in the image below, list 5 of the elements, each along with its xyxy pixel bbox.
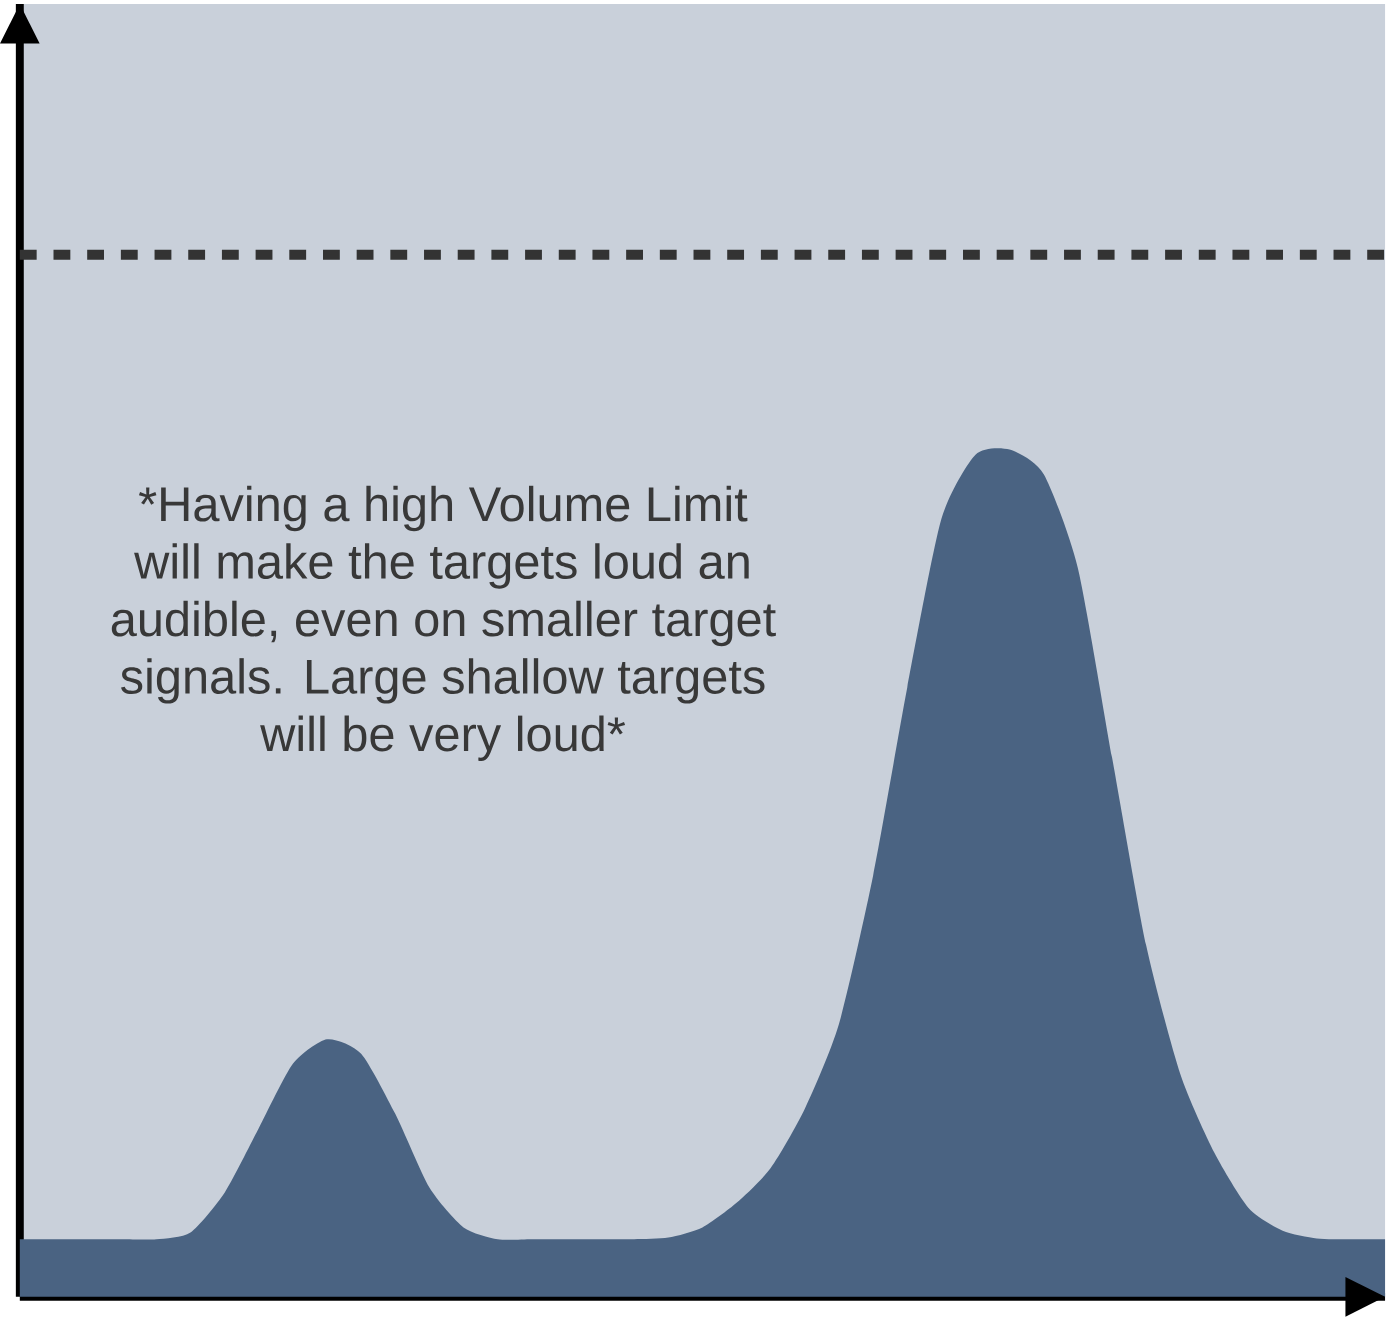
annotation: will be very loud*	[260, 715, 626, 762]
annotation: audible, even on smaller target	[111, 600, 776, 647]
annotation: signals. Large shallow targets	[121, 658, 765, 704]
annotation: will make the targets loud an	[134, 543, 749, 589]
annotation: *Having a high Volume Limit	[138, 485, 748, 532]
